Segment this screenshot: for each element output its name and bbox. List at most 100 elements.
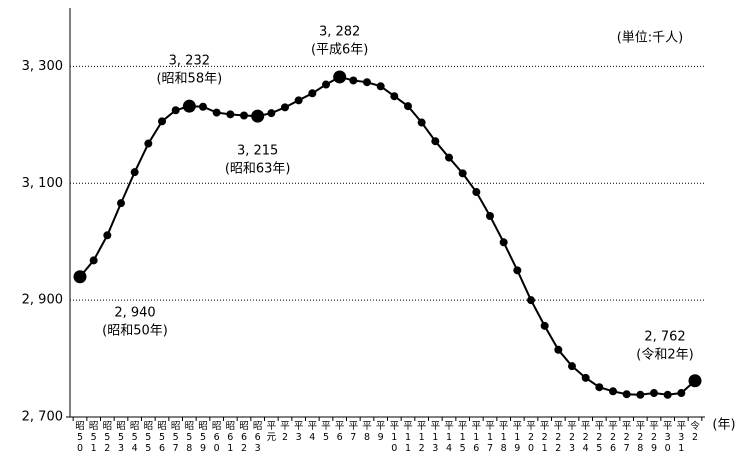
marker (130, 168, 139, 177)
marker (568, 362, 576, 371)
marker (472, 188, 481, 197)
value-label: 3, 232 (169, 54, 210, 69)
marker (540, 321, 549, 330)
annotation: (昭和63年) (225, 162, 291, 177)
marker (431, 137, 440, 146)
marker (251, 109, 265, 123)
marker (73, 270, 87, 284)
marker (609, 387, 617, 396)
value-label: 2, 940 (114, 305, 155, 320)
marker (240, 111, 248, 120)
marker (554, 345, 563, 354)
marker (390, 92, 399, 101)
marker (89, 256, 98, 265)
marker (376, 82, 385, 91)
unit-label: (単位:千人) (617, 30, 684, 46)
marker (294, 96, 303, 105)
value-label: 2, 762 (644, 329, 685, 344)
marker (688, 374, 702, 388)
x-tick-label: 平元 (267, 421, 277, 443)
marker (622, 390, 631, 399)
marker (363, 78, 371, 87)
marker (595, 383, 604, 392)
marker (417, 118, 426, 127)
marker (486, 212, 494, 221)
value-label: 3, 215 (237, 144, 278, 159)
annotation: (昭和58年) (156, 72, 222, 87)
marker (171, 106, 180, 115)
y-tick-label: 3, 300 (22, 59, 63, 74)
marker (117, 199, 125, 208)
y-tick-label: 2, 900 (22, 293, 63, 308)
marker (527, 296, 535, 305)
marker (499, 238, 508, 247)
marker (103, 231, 112, 240)
marker (281, 103, 289, 112)
line (79, 75, 696, 396)
marker (144, 139, 153, 148)
marker (199, 102, 207, 111)
marker (445, 153, 453, 162)
y-tick-label: 2, 700 (22, 410, 63, 425)
marker (458, 169, 467, 178)
marker (581, 373, 590, 382)
value-label: 3, 282 (319, 24, 360, 39)
marker (226, 110, 235, 119)
annotation: (平成6年) (311, 42, 368, 57)
marker (322, 80, 330, 89)
marker (182, 99, 196, 113)
marker (158, 117, 166, 126)
marker (267, 109, 276, 118)
x-unit-label: (年) (712, 418, 735, 433)
marker (650, 389, 658, 398)
marker (513, 266, 522, 275)
marker (308, 89, 317, 98)
annotation: (令和2年) (636, 347, 693, 362)
annotation: (昭和50年) (102, 323, 168, 338)
marker (349, 76, 358, 85)
marker (677, 389, 686, 398)
